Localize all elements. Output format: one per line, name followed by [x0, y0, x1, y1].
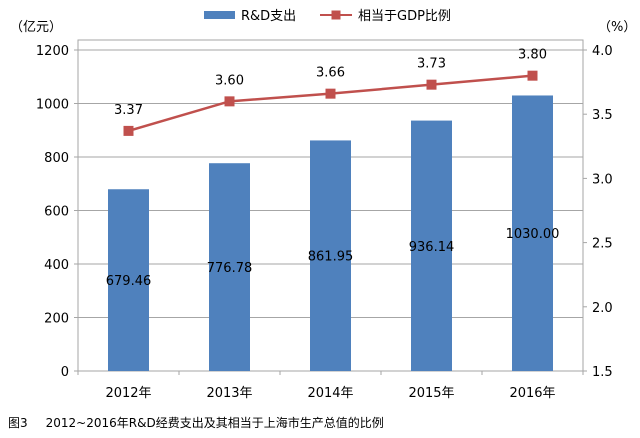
right-tick-label: 2.5: [592, 237, 613, 252]
left-tick-label: 800: [44, 151, 69, 166]
ratio-point: [426, 79, 437, 90]
x-tick-label: 2016年: [509, 386, 555, 401]
gridlines: [78, 49, 583, 318]
right-tick-label: 2.0: [592, 301, 613, 316]
right-tick-label: 1.5: [592, 365, 613, 380]
figure-caption: 图3 2012~2016年R&D经费支出及其相当于上海市生产总值的比例: [8, 414, 384, 431]
left-tick-label: 200: [44, 312, 69, 327]
ratio-point: [325, 88, 336, 99]
ratio-point: [224, 96, 235, 107]
bar: [209, 163, 250, 371]
right-axis-unit: （%）: [598, 20, 636, 35]
bar-labels: 679.46 776.78 861.95 936.14 1030.00: [106, 227, 560, 289]
bar-value-label: 1030.00: [506, 227, 560, 242]
combo-chart: 679.46 776.78 861.95 936.14 1030.00 3.37 3.60…: [10, 9, 636, 401]
right-axis-ticks: 1.5 2.0 2.5 3.0 3.5 4.0: [583, 44, 613, 380]
left-tick-label: 600: [44, 205, 69, 220]
bar-value-label: 776.78: [207, 261, 253, 276]
left-axis-unit: （亿元）: [10, 20, 62, 35]
legend: R&D支出 相当于GDP比例: [204, 9, 451, 24]
bar: [310, 140, 351, 371]
ratio-value-label: 3.73: [417, 57, 446, 72]
right-tick-label: 3.5: [592, 108, 613, 123]
left-tick-label: 1200: [36, 44, 69, 59]
bar: [108, 189, 149, 371]
legend-line-marker: [331, 10, 341, 20]
line-labels: 3.37 3.60 3.66 3.73 3.80: [114, 48, 547, 118]
legend-bar-swatch: [204, 11, 235, 19]
ratio-point: [527, 70, 538, 81]
left-axis-ticks: 0 200 400 600 800 1000 1200: [36, 44, 78, 380]
ratio-value-label: 3.66: [316, 66, 345, 81]
bar-value-label: 679.46: [106, 274, 152, 289]
left-tick-label: 400: [44, 258, 69, 273]
legend-label-rd: R&D支出: [241, 9, 296, 24]
ratio-value-label: 3.80: [518, 48, 547, 63]
x-tick-label: 2013年: [206, 386, 252, 401]
right-tick-label: 3.0: [592, 172, 613, 187]
x-tick-label: 2012年: [105, 386, 151, 401]
right-tick-label: 4.0: [592, 44, 613, 59]
bar: [411, 120, 452, 371]
ratio-point: [123, 125, 134, 136]
bars: [108, 95, 553, 371]
left-tick-label: 1000: [36, 98, 69, 113]
x-tick-label: 2014年: [307, 386, 353, 401]
legend-label-gdp: 相当于GDP比例: [358, 9, 451, 24]
bar-value-label: 861.95: [308, 250, 354, 265]
ratio-value-label: 3.60: [215, 73, 244, 88]
ratio-value-label: 3.37: [114, 103, 143, 118]
x-tick-label: 2015年: [408, 386, 454, 401]
bar-value-label: 936.14: [409, 240, 455, 255]
ratio-line: [123, 70, 538, 136]
figure-number: 图3: [8, 416, 28, 430]
figure-title: 2012~2016年R&D经费支出及其相当于上海市生产总值的比例: [45, 416, 384, 430]
bar: [512, 95, 553, 371]
left-tick-label: 0: [61, 365, 69, 380]
x-axis-ticks: 2012年 2013年 2014年 2015年 2016年: [77, 371, 584, 401]
